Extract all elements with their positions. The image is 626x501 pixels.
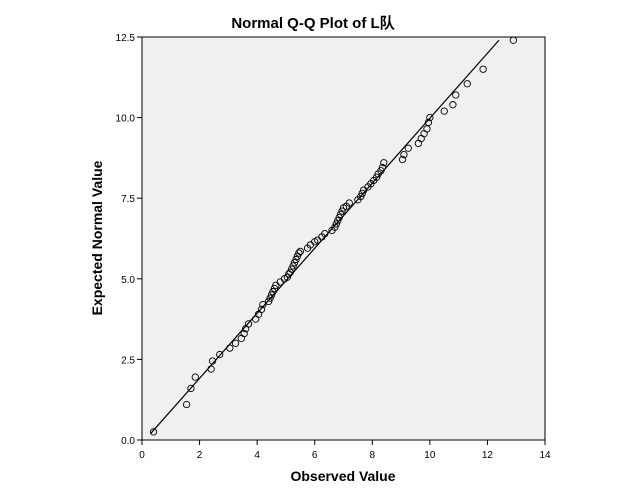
data-point <box>377 167 385 175</box>
data-point <box>372 173 381 181</box>
data-point <box>296 247 304 256</box>
data-point <box>295 249 303 257</box>
data-point <box>440 107 448 115</box>
data-point <box>358 189 366 198</box>
y-tick-label: 2.5 <box>121 355 135 366</box>
data-point <box>331 223 339 231</box>
y-axis-label: Expected Normal Value <box>89 160 105 315</box>
data-point <box>187 384 195 393</box>
x-axis-label: Observed Value <box>290 468 395 484</box>
data-point <box>400 151 408 159</box>
data-point <box>269 288 277 296</box>
data-point <box>426 113 434 122</box>
data-points <box>149 36 517 436</box>
data-point <box>424 118 433 127</box>
data-point <box>208 357 217 365</box>
data-point <box>270 284 279 293</box>
y-tick-label: 12.5 <box>116 33 136 44</box>
x-tick-label: 4 <box>254 450 260 461</box>
x-tick-label: 6 <box>312 450 318 461</box>
data-point <box>449 101 457 109</box>
data-point <box>191 373 199 381</box>
data-point <box>321 230 329 238</box>
data-point <box>378 163 387 172</box>
data-point <box>398 155 407 164</box>
data-point <box>244 320 253 328</box>
data-point <box>338 207 346 215</box>
data-point <box>290 259 299 267</box>
data-point <box>265 297 273 306</box>
data-point <box>207 365 215 373</box>
data-point <box>380 159 388 167</box>
data-point <box>509 36 517 44</box>
data-point <box>404 144 412 152</box>
data-point <box>267 291 276 299</box>
y-tick-label: 7.5 <box>121 194 135 205</box>
x-tick-label: 10 <box>424 450 436 461</box>
y-tick-label: 10.0 <box>116 114 136 125</box>
x-tick-label: 8 <box>370 450 376 461</box>
x-tick-label: 2 <box>197 450 203 461</box>
data-point <box>240 329 248 338</box>
data-point <box>226 344 234 352</box>
data-point <box>292 255 300 264</box>
data-point <box>332 220 340 228</box>
x-tick-label: 0 <box>139 450 145 461</box>
data-point <box>334 217 342 225</box>
data-point <box>266 294 274 302</box>
y-tick-label: 5.0 <box>121 275 135 286</box>
data-point <box>286 268 294 277</box>
data-point <box>452 91 460 99</box>
data-point <box>288 265 296 273</box>
data-point <box>259 300 267 309</box>
y-axis-ticks: 0.0 2.5 5.0 7.5 10.0 12.5 <box>116 33 142 447</box>
plot-area <box>141 36 546 441</box>
data-point <box>149 428 158 436</box>
x-tick-label: 14 <box>539 450 551 461</box>
data-point <box>336 210 345 218</box>
data-point <box>479 65 487 73</box>
chart-title: Normal Q-Q Plot of L队 <box>231 14 395 32</box>
data-point <box>345 199 353 207</box>
x-axis-ticks: 0 2 4 6 8 10 12 14 <box>139 440 551 461</box>
data-point <box>182 400 191 409</box>
data-point <box>216 350 224 359</box>
data-point <box>289 262 297 270</box>
data-point <box>463 80 471 88</box>
data-point <box>231 339 240 347</box>
data-point <box>257 305 266 314</box>
x-tick-label: 12 <box>482 450 494 461</box>
data-point <box>357 192 365 201</box>
data-point <box>335 213 343 222</box>
y-tick-label: 0.0 <box>121 436 135 447</box>
